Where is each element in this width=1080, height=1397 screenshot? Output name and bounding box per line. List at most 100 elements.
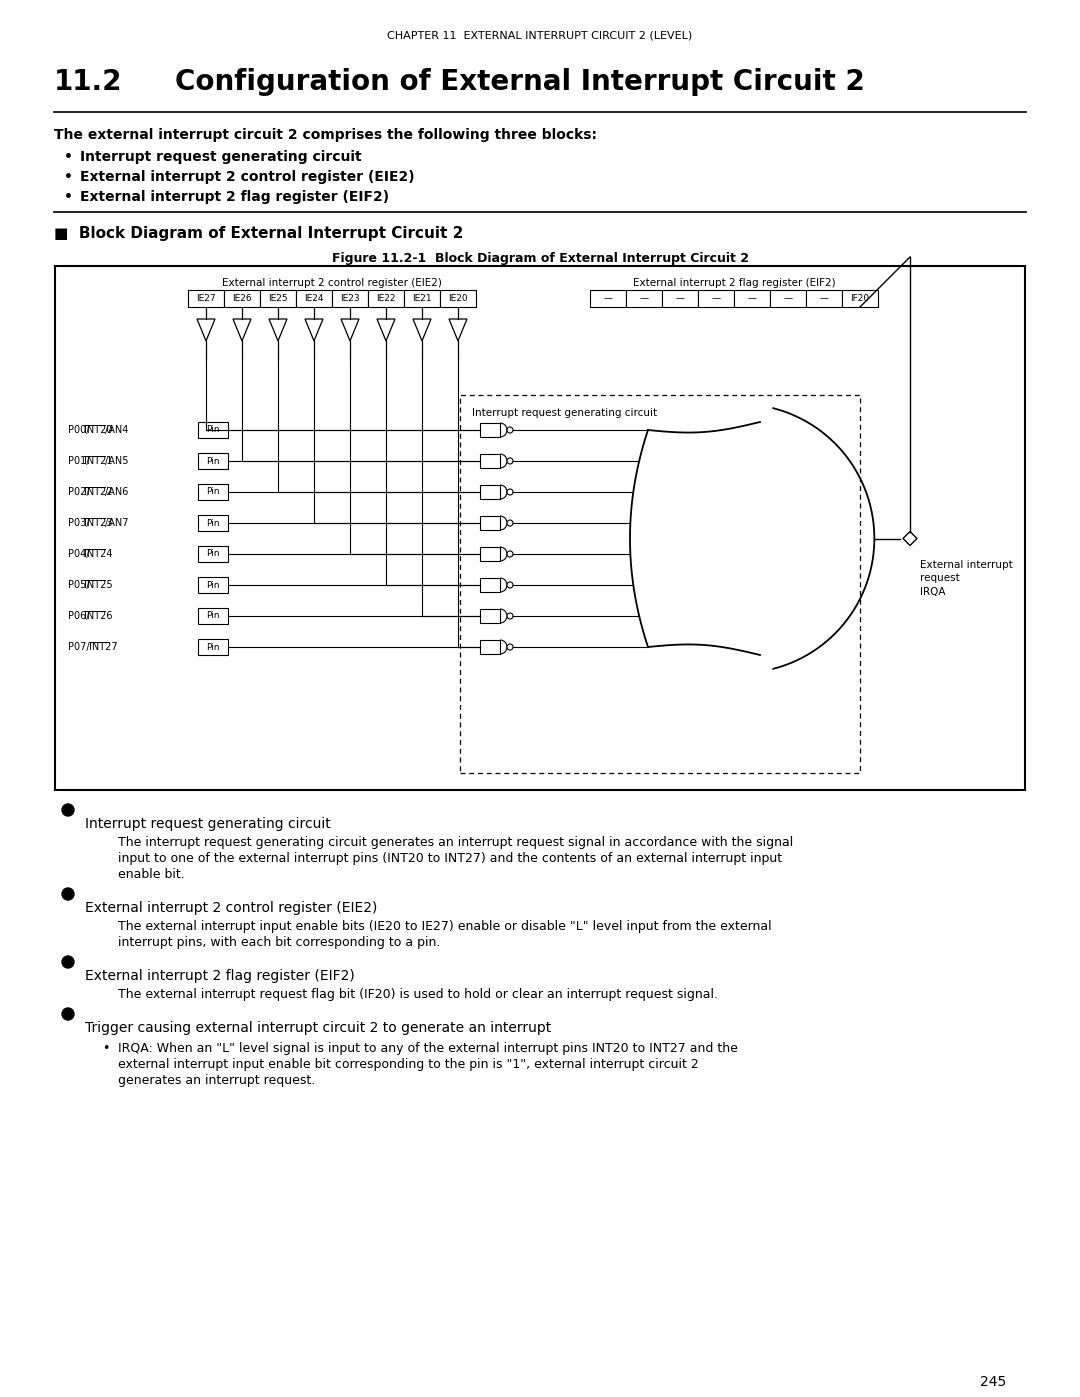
- Polygon shape: [341, 319, 359, 341]
- Text: —: —: [712, 293, 720, 303]
- Polygon shape: [449, 319, 467, 341]
- Text: Interrupt request generating circuit: Interrupt request generating circuit: [472, 408, 657, 418]
- Circle shape: [507, 520, 513, 527]
- Text: Pin: Pin: [206, 643, 219, 651]
- Text: 11.2: 11.2: [54, 68, 122, 96]
- Text: IE27: IE27: [197, 293, 216, 303]
- Bar: [198, 577, 228, 592]
- Polygon shape: [233, 319, 251, 341]
- Bar: [260, 291, 296, 307]
- Text: INT23: INT23: [84, 518, 113, 528]
- Text: IRQA: When an "L" level signal is input to any of the external interrupt pins IN: IRQA: When an "L" level signal is input …: [118, 1042, 738, 1055]
- Bar: [590, 291, 626, 307]
- Text: IE24: IE24: [305, 293, 324, 303]
- Text: —: —: [783, 293, 793, 303]
- Bar: [480, 640, 500, 654]
- Bar: [480, 485, 500, 499]
- Circle shape: [507, 489, 513, 495]
- Text: input to one of the external interrupt pins (INT20 to INT27) and the contents of: input to one of the external interrupt p…: [118, 852, 782, 865]
- Text: INT26: INT26: [84, 610, 113, 622]
- Bar: [198, 422, 228, 439]
- Bar: [734, 291, 770, 307]
- Text: External interrupt 2 control register (EIE2): External interrupt 2 control register (E…: [85, 901, 377, 915]
- Text: request: request: [920, 573, 960, 583]
- Text: enable bit.: enable bit.: [118, 868, 185, 882]
- Text: •: •: [64, 170, 72, 184]
- Text: external interrupt input enable bit corresponding to the pin is "1", external in: external interrupt input enable bit corr…: [118, 1058, 699, 1071]
- Text: /AN6: /AN6: [105, 488, 129, 497]
- Text: IE22: IE22: [376, 293, 395, 303]
- Circle shape: [507, 613, 513, 619]
- Text: The external interrupt circuit 2 comprises the following three blocks:: The external interrupt circuit 2 compris…: [54, 129, 597, 142]
- Text: •: •: [64, 190, 72, 204]
- Bar: [55, 265, 1025, 789]
- Text: P03/: P03/: [68, 518, 90, 528]
- Bar: [480, 548, 500, 562]
- Text: IF20: IF20: [850, 293, 869, 303]
- Text: External interrupt: External interrupt: [920, 560, 1013, 570]
- Text: External interrupt 2 control register (EIE2): External interrupt 2 control register (E…: [222, 278, 442, 288]
- Polygon shape: [269, 319, 287, 341]
- Bar: [332, 291, 368, 307]
- Text: P01/: P01/: [68, 455, 90, 467]
- Text: Pin: Pin: [206, 426, 219, 434]
- Text: IE23: IE23: [340, 293, 360, 303]
- Text: 245: 245: [980, 1375, 1007, 1389]
- Polygon shape: [377, 319, 395, 341]
- Bar: [626, 291, 662, 307]
- Polygon shape: [903, 531, 917, 545]
- Text: Figure 11.2-1  Block Diagram of External Interrupt Circuit 2: Figure 11.2-1 Block Diagram of External …: [332, 251, 748, 265]
- Text: The external interrupt request flag bit (IF20) is used to hold or clear an inter: The external interrupt request flag bit …: [118, 988, 718, 1002]
- Text: IE25: IE25: [268, 293, 287, 303]
- Text: The external interrupt input enable bits (IE20 to IE27) enable or disable "L" le: The external interrupt input enable bits…: [118, 921, 771, 933]
- Text: —: —: [675, 293, 685, 303]
- Text: —: —: [747, 293, 756, 303]
- Text: —: —: [604, 293, 612, 303]
- Text: External interrupt 2 flag register (EIF2): External interrupt 2 flag register (EIF2…: [633, 278, 835, 288]
- Circle shape: [62, 888, 75, 900]
- Text: INT27: INT27: [89, 643, 117, 652]
- Text: •: •: [102, 1042, 109, 1055]
- Circle shape: [62, 805, 75, 816]
- Polygon shape: [197, 319, 215, 341]
- Text: /AN5: /AN5: [105, 455, 129, 467]
- Text: P07/: P07/: [68, 643, 93, 652]
- Circle shape: [507, 458, 513, 464]
- Bar: [440, 291, 476, 307]
- Bar: [480, 578, 500, 592]
- Bar: [480, 454, 500, 468]
- Text: IE26: IE26: [232, 293, 252, 303]
- Text: INT24: INT24: [84, 549, 113, 559]
- Text: P04/: P04/: [68, 549, 90, 559]
- Text: Pin: Pin: [206, 581, 219, 590]
- Bar: [198, 546, 228, 562]
- Bar: [198, 638, 228, 655]
- Text: Trigger causing external interrupt circuit 2 to generate an interrupt: Trigger causing external interrupt circu…: [85, 1021, 551, 1035]
- Text: IE21: IE21: [413, 293, 432, 303]
- Text: Pin: Pin: [206, 518, 219, 528]
- Text: Pin: Pin: [206, 549, 219, 559]
- Text: Pin: Pin: [206, 612, 219, 620]
- Bar: [188, 291, 224, 307]
- Text: •: •: [64, 149, 72, 163]
- Bar: [198, 515, 228, 531]
- Bar: [480, 609, 500, 623]
- Bar: [198, 453, 228, 469]
- Text: External interrupt 2 flag register (EIF2): External interrupt 2 flag register (EIF2…: [85, 970, 354, 983]
- Text: —: —: [639, 293, 648, 303]
- Text: Configuration of External Interrupt Circuit 2: Configuration of External Interrupt Circ…: [175, 68, 865, 96]
- Polygon shape: [413, 319, 431, 341]
- Text: Interrupt request generating circuit: Interrupt request generating circuit: [85, 817, 330, 831]
- Text: INT25: INT25: [84, 580, 113, 590]
- Text: CHAPTER 11  EXTERNAL INTERRUPT CIRCUIT 2 (LEVEL): CHAPTER 11 EXTERNAL INTERRUPT CIRCUIT 2 …: [388, 29, 692, 41]
- Text: P02/: P02/: [68, 488, 90, 497]
- Bar: [198, 608, 228, 624]
- Circle shape: [62, 1009, 75, 1020]
- Text: IRQA: IRQA: [920, 587, 945, 597]
- Text: INT22: INT22: [84, 488, 113, 497]
- Text: Interrupt request generating circuit: Interrupt request generating circuit: [80, 149, 362, 163]
- Bar: [480, 515, 500, 529]
- Text: IE20: IE20: [448, 293, 468, 303]
- Text: External interrupt 2 flag register (EIF2): External interrupt 2 flag register (EIF2…: [80, 190, 389, 204]
- Circle shape: [507, 427, 513, 433]
